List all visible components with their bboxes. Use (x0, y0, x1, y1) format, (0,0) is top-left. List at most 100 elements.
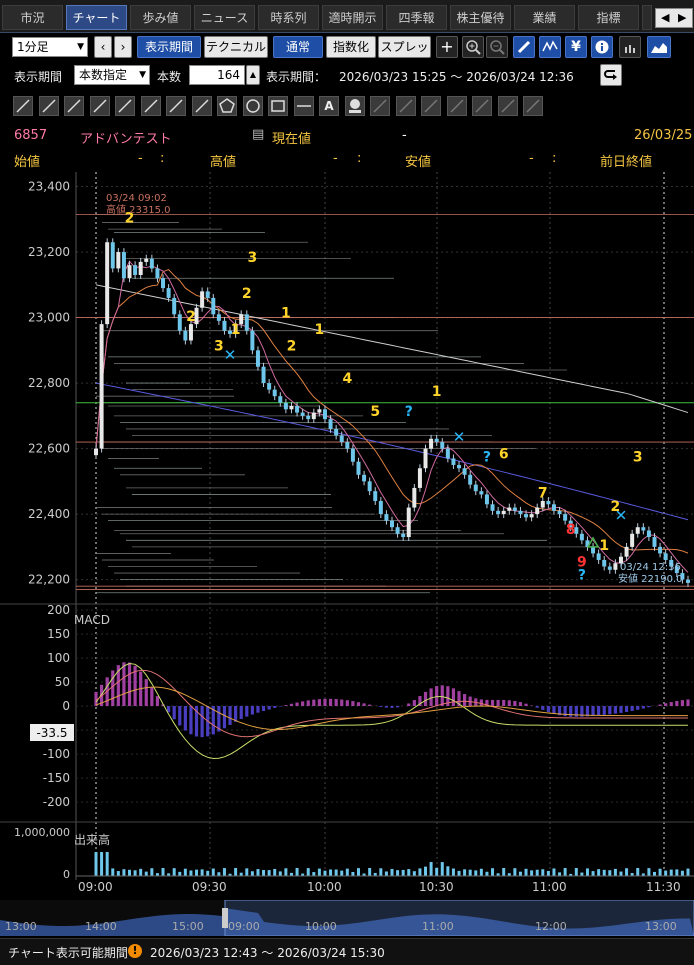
volume-bar (284, 868, 287, 876)
eraser-all-tool-icon[interactable] (447, 96, 467, 116)
count-input[interactable]: 164 (189, 65, 245, 85)
document-icon[interactable]: ▤ (252, 127, 264, 142)
open-separator: : (160, 151, 164, 166)
volume-bar (687, 869, 690, 876)
macd-histogram-bar (346, 700, 349, 706)
copy-tool-icon[interactable] (370, 96, 390, 116)
tab-indicators[interactable]: 指標 (578, 5, 639, 30)
spread-button[interactable]: スプレッド (378, 36, 431, 58)
cross-marker: ✕ (224, 346, 237, 364)
eraser-tool-icon[interactable] (421, 96, 441, 116)
pentagon-tool-icon[interactable] (217, 96, 237, 116)
macd-histogram-bar (463, 694, 466, 706)
tab-chart[interactable]: チャート (66, 5, 127, 30)
candle-body (636, 527, 640, 534)
hline-tool-icon[interactable] (294, 96, 314, 116)
tab-news[interactable]: ニュース (194, 5, 255, 30)
td-count-label: 6 (499, 446, 509, 462)
volume-bar (547, 871, 550, 876)
tab-timeseries[interactable]: 時系列 (258, 5, 319, 30)
ruler-tool-icon[interactable] (39, 96, 59, 116)
tab-market[interactable]: 市況 (2, 5, 63, 30)
macd-histogram-bar (407, 703, 410, 706)
volume-bar (435, 868, 438, 876)
volume-bar (312, 872, 315, 876)
candle-body (245, 314, 249, 330)
prev-button[interactable]: ‹ (94, 36, 112, 58)
tab-earnings[interactable]: 業績 (514, 5, 575, 30)
magnet-tool-icon[interactable] (472, 96, 492, 116)
macd-histogram-bar (435, 686, 438, 706)
candle-body (178, 314, 182, 330)
macd-histogram-bar (318, 699, 321, 706)
volume-bar (251, 871, 254, 876)
period-mode-select[interactable]: 本数指定▼ (74, 65, 150, 85)
zoom-out-icon[interactable] (486, 36, 508, 58)
macd-histogram-bar (664, 703, 667, 706)
candle-body (317, 409, 321, 412)
candle-body (440, 442, 444, 449)
tab-ticks[interactable]: 歩み値 (130, 5, 191, 30)
candle-body (597, 553, 601, 560)
next-button[interactable]: › (114, 36, 132, 58)
my-settings-icon[interactable] (619, 36, 641, 58)
volume-bar (625, 868, 628, 876)
price-chart[interactable]: 23,40023,20023,00022,80022,60022,40022,2… (0, 172, 694, 880)
count-stepper[interactable]: ▲ (246, 65, 260, 85)
td-count-label: 4 (342, 371, 352, 387)
stock-name: アドバンテスト (80, 128, 172, 147)
volume-bar (262, 870, 265, 876)
td-count-label: 1 (599, 538, 609, 554)
pen-icon[interactable] (513, 36, 535, 58)
scroll-right-icon[interactable]: ▶ (678, 11, 686, 24)
price-axis-label: 22,800 (28, 376, 70, 390)
technical-button[interactable]: テクニカル (204, 36, 268, 58)
tab-scroll-buttons[interactable]: ◀ ▶ (655, 8, 693, 28)
macd-histogram-bar (307, 700, 310, 706)
icon-tool-icon[interactable] (345, 96, 365, 116)
circle-tool-icon[interactable] (243, 96, 263, 116)
candle-body (161, 278, 165, 288)
time-axis-label: 09:30 (192, 880, 227, 894)
text-tool-icon[interactable]: A (319, 96, 339, 116)
add-icon[interactable]: + (436, 36, 458, 58)
candle-body (139, 262, 143, 275)
yen-icon[interactable]: ¥ (565, 36, 587, 58)
info-icon[interactable] (591, 36, 613, 58)
low-separator: : (552, 151, 556, 166)
macd-histogram-bar (636, 706, 639, 710)
rectangle-tool-icon[interactable] (268, 96, 288, 116)
period-button[interactable]: 表示期間 (137, 36, 201, 58)
tab-shikiho[interactable]: 四季報 (386, 5, 447, 30)
normal-button[interactable]: 通常 (273, 36, 323, 58)
interval-select[interactable]: 1分足▼ (12, 37, 88, 57)
zoom-in-icon[interactable] (462, 36, 484, 58)
candle-body (390, 521, 394, 528)
volume-bar (206, 871, 209, 876)
high-value: - (333, 151, 338, 166)
fibonacci-arc-tool-icon[interactable] (115, 96, 135, 116)
macd-histogram-bar (614, 706, 617, 714)
lock-tool-icon[interactable] (498, 96, 518, 116)
settings-tool-icon[interactable] (523, 96, 543, 116)
fan-tool-icon[interactable] (141, 96, 161, 116)
horizontal-lines-tool-icon[interactable] (90, 96, 110, 116)
paste-tool-icon[interactable] (396, 96, 416, 116)
reset-period-button[interactable] (600, 64, 622, 86)
signal-chart-icon[interactable] (539, 36, 561, 58)
volume-bar (279, 871, 282, 876)
gann-fan-tool-icon[interactable] (192, 96, 212, 116)
trendline-tool-icon[interactable] (13, 96, 33, 116)
scroll-left-icon[interactable]: ◀ (661, 11, 669, 24)
index-button[interactable]: 指数化 (326, 36, 376, 58)
tab-overflow[interactable] (642, 5, 652, 30)
tab-benefits[interactable]: 株主優待 (450, 5, 511, 30)
area-chart-icon[interactable] (647, 36, 671, 58)
volume-bar (441, 862, 444, 876)
parallel-lines-tool-icon[interactable] (64, 96, 84, 116)
vertical-lines-tool-icon[interactable] (166, 96, 186, 116)
tab-disclosure[interactable]: 適時開示 (322, 5, 383, 30)
